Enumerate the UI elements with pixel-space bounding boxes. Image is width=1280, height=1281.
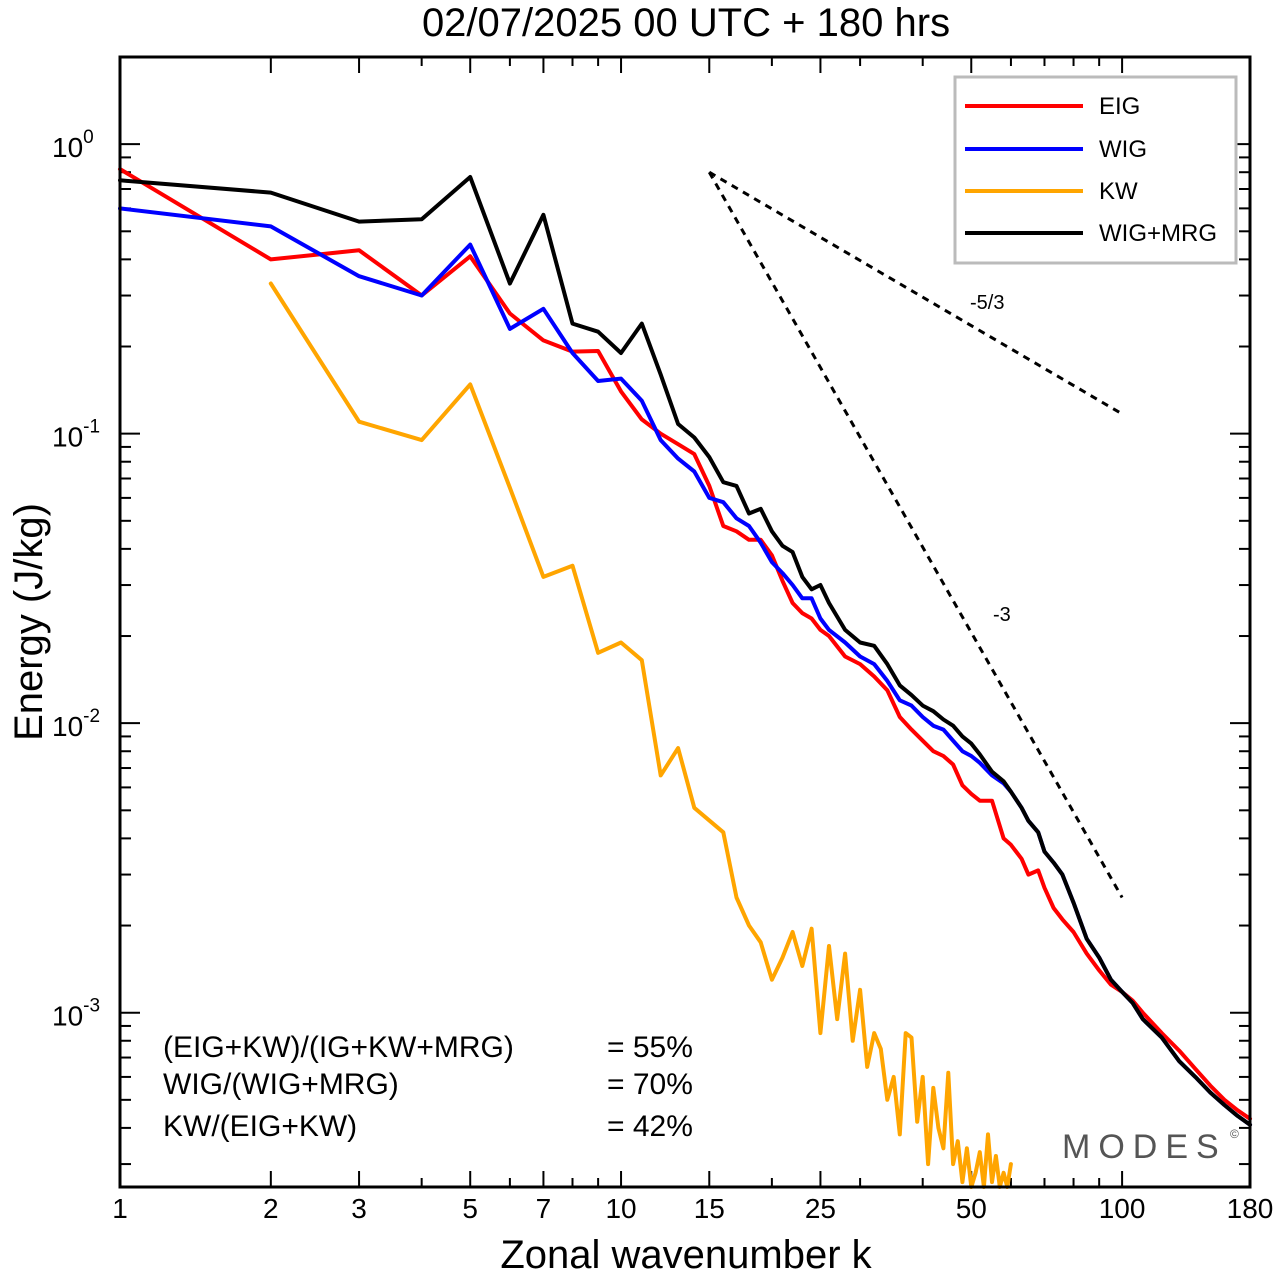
series-line-wig-mrg <box>118 175 1252 1127</box>
x-tick-label: 1 <box>112 1193 128 1224</box>
y-axis-label: Energy (J/kg) <box>7 503 51 741</box>
chart-title: 02/07/2025 00 UTC + 180 hrs <box>422 1 950 45</box>
y-tick-label: 10-1 <box>52 417 100 453</box>
axis-ticks <box>119 56 1251 1187</box>
x-tick-label: 25 <box>805 1193 836 1224</box>
series-line-wig <box>118 206 1252 1127</box>
y-tick-labels: 100 10-1 10-2 10-3 <box>52 127 100 1032</box>
series-lines <box>118 167 1252 1189</box>
copyright-mark: © <box>1230 1127 1239 1141</box>
x-tick-label: 10 <box>605 1193 636 1224</box>
x-tick-label: 180 <box>1227 1193 1274 1224</box>
ratio-label-wig: WIG/(WIG+MRG) <box>163 1068 399 1101</box>
series-line-eig <box>118 167 1252 1121</box>
legend-label-wig-mrg: WIG+MRG <box>1099 220 1217 247</box>
slope-label-3: -3 <box>993 604 1011 626</box>
x-tick-label: 3 <box>351 1193 367 1224</box>
x-tick-label: 5 <box>462 1193 478 1224</box>
x-tick-label: 100 <box>1099 1193 1146 1224</box>
legend-label-eig: EIG <box>1099 93 1140 120</box>
slope-line <box>707 171 1124 899</box>
reference-slopes <box>707 170 1124 899</box>
ratio-annotations: (EIG+KW)/(IG+KW+MRG) = 55% WIG/(WIG+MRG)… <box>163 1031 693 1143</box>
ratio-label-eig-kw: (EIG+KW)/(IG+KW+MRG) <box>163 1031 514 1064</box>
x-axis-label: Zonal wavenumber k <box>500 1233 872 1277</box>
legend-label-wig: WIG <box>1099 136 1147 163</box>
modes-watermark: MODES <box>1062 1128 1227 1166</box>
x-tick-label: 2 <box>263 1193 279 1224</box>
x-tick-label: 7 <box>536 1193 552 1224</box>
ratio-value-eig-kw: = 55% <box>607 1031 693 1064</box>
slope-line <box>708 170 1123 416</box>
x-tick-labels: 1 2 3 5 7 10 15 25 50 100 180 <box>112 1193 1273 1224</box>
series-line-kw <box>268 281 1013 1189</box>
y-tick-label: 10-3 <box>52 996 100 1032</box>
slope-label-5-3: -5/3 <box>970 292 1004 314</box>
ratio-value-kw: = 42% <box>607 1110 693 1143</box>
x-tick-label: 50 <box>956 1193 987 1224</box>
legend-label-kw: KW <box>1099 178 1138 205</box>
ratio-value-wig: = 70% <box>607 1068 693 1101</box>
ratio-label-kw: KW/(EIG+KW) <box>163 1110 357 1143</box>
x-tick-label: 15 <box>694 1193 725 1224</box>
plot-frame <box>118 55 1252 1189</box>
y-tick-label: 100 <box>52 127 94 163</box>
legend: EIG WIG KW WIG+MRG <box>953 75 1238 265</box>
y-tick-label: 10-2 <box>52 706 100 742</box>
